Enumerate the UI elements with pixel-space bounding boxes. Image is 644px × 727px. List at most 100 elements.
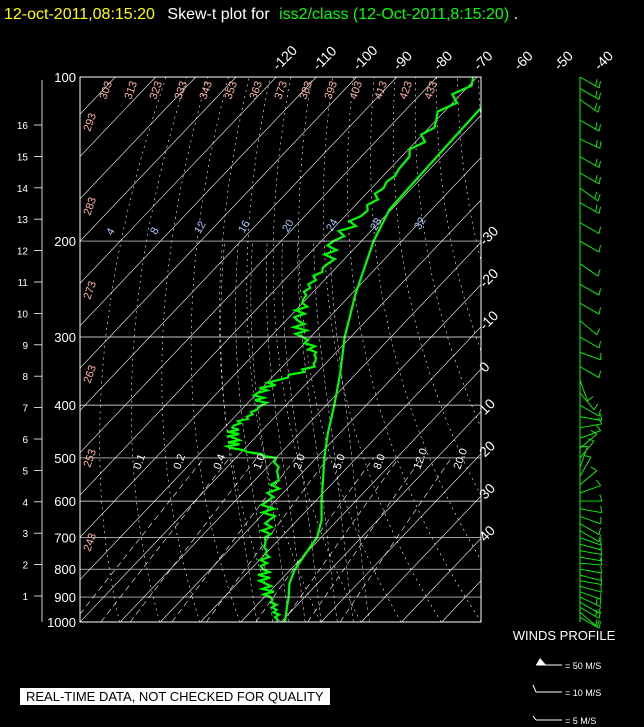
mixing-ratio-label: 0.1: [132, 453, 149, 471]
dry-adiabat-line: [161, 77, 208, 622]
wind-barb: [579, 320, 598, 336]
wind-barb: [579, 601, 600, 614]
height-tick-label: 1: [22, 592, 28, 603]
dry-adiabat-label: 313: [123, 80, 141, 101]
height-tick-label: 11: [18, 278, 29, 289]
dry-adiabat-line: [298, 77, 402, 622]
pressure-tick-label: 1000: [47, 615, 76, 630]
wind-barb-feather: [598, 226, 601, 234]
wind-barb: [579, 543, 602, 551]
dry-adiabat-line: [246, 77, 321, 622]
dry-adiabat-label: 373: [273, 80, 291, 101]
isotherm-line: [80, 157, 481, 581]
winds-profile-title: WINDS PROFILE: [513, 628, 616, 643]
wind-barb: [579, 537, 601, 546]
wind-barb-feather: [596, 424, 602, 431]
dry-adiabat-label: 333: [173, 80, 191, 101]
moist-adiabat-label: 28: [368, 216, 385, 233]
isotherm-line: [401, 537, 481, 622]
wind-barb: [579, 404, 600, 417]
wind-barb: [579, 138, 601, 149]
wind-barb: [579, 456, 592, 477]
height-tick-label: 13: [17, 215, 29, 226]
isotherm-line: [80, 77, 357, 369]
moist-adiabat-line: [220, 241, 258, 622]
wind-barb: [579, 187, 599, 202]
wind-barb-feather: [594, 191, 598, 199]
isotherm-label-top: -40: [591, 47, 617, 73]
dry-adiabat-line: [370, 77, 481, 561]
isotherm-label-right: -10: [476, 307, 502, 333]
wind-barb-feather: [598, 92, 601, 100]
wind-barb: [579, 530, 600, 543]
isotherm-line: [80, 77, 196, 200]
mixing-ratio-line: [282, 457, 400, 622]
dry-adiabat-line: [219, 77, 281, 622]
wind-barb: [579, 430, 601, 439]
wind-barb-feather: [584, 455, 592, 458]
wind-legend-label: = 50 M/S: [565, 661, 601, 671]
isotherm-label-right: -30: [476, 223, 502, 249]
dry-adiabat-label: 353: [223, 80, 241, 101]
wind-barb: [579, 222, 600, 234]
wind-barb: [579, 302, 600, 315]
wind-barb-feather: [595, 158, 598, 166]
isotherm-line: [280, 411, 481, 622]
wind-barb: [579, 172, 600, 185]
mixing-ratio-line: [100, 457, 230, 622]
mixing-ratio-line: [206, 457, 328, 622]
wind-barb-feather: [599, 558, 603, 566]
wind-barb-feather: [597, 105, 601, 113]
dry-adiabat-label: 323: [148, 80, 166, 101]
height-tick-label: 9: [22, 341, 28, 352]
wind-legend-label: = 10 M/S: [565, 688, 601, 698]
isotherm-line: [482, 77, 644, 622]
height-tick-label: 5: [22, 466, 28, 477]
mixing-ratio-label: 5.0: [332, 453, 349, 471]
moist-adiabat-label: 4: [104, 226, 117, 237]
isotherm-label-top: -100: [349, 42, 380, 73]
title-period: .: [514, 6, 518, 23]
dry-adiabat-label: 303: [98, 80, 116, 101]
moist-adiabat-label: 8: [148, 225, 161, 236]
wind-barb: [579, 416, 602, 421]
wind-barb-feather: [595, 597, 598, 605]
wind-barb: [579, 240, 600, 253]
height-tick-label: 2: [22, 561, 28, 572]
wind-barb-feather: [598, 606, 601, 614]
mixing-ratio-label: 8.0: [372, 453, 389, 471]
isotherm-line: [320, 453, 481, 622]
wind-barb-feather: [598, 527, 601, 535]
mixing-ratio-label: 20.0: [452, 447, 471, 471]
wind-barb-feather: [598, 124, 601, 132]
wind-barb-feather: [595, 79, 598, 87]
wind-barb-feather: [590, 466, 598, 471]
wind-barb-feather: [590, 430, 598, 435]
mixing-ratio-line: [129, 457, 258, 622]
mixing-ratio-label: 12.0: [412, 447, 431, 471]
dry-adiabat-line: [541, 77, 644, 622]
wind-barb-feather: [598, 534, 601, 542]
wind-barb-feather: [598, 621, 601, 629]
wind-barb: [579, 568, 602, 574]
dry-adiabat-line: [414, 77, 481, 428]
isotherm-label-right: 30: [476, 480, 498, 502]
wind-barb-feather: [598, 177, 601, 185]
isotherm-label-top: -70: [470, 47, 496, 73]
height-tick-label: 12: [17, 247, 29, 258]
title-date-time: 12-oct-2011,08:15:20: [4, 6, 155, 23]
wind-barb: [579, 580, 602, 586]
wind-legend-feather: [532, 684, 537, 693]
dry-adiabat-label: 423: [398, 80, 416, 101]
wind-barb: [579, 591, 601, 600]
chart-title: 12-oct-2011,08:15:20 Skew-t plot for iss…: [4, 6, 518, 23]
moist-adiabat-label: 32: [412, 215, 429, 232]
wind-barb-feather: [595, 175, 598, 183]
mixing-ratio-line: [307, 457, 422, 622]
dry-adiabat-label: 293: [82, 112, 100, 133]
dry-adiabat-line: [99, 77, 167, 622]
wind-barb: [579, 88, 600, 100]
height-tick-label: 6: [22, 435, 28, 446]
dry-adiabat-line: [347, 77, 481, 622]
